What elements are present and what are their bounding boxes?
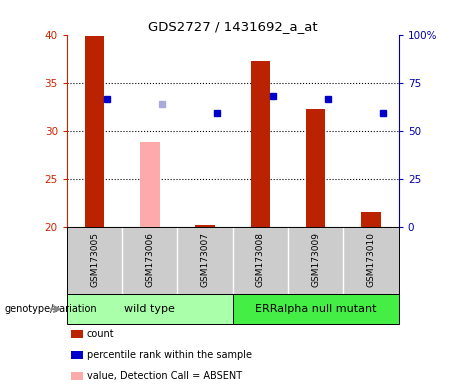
Text: GSM173008: GSM173008: [256, 232, 265, 287]
Text: GSM173007: GSM173007: [201, 232, 210, 287]
Text: GSM173006: GSM173006: [145, 232, 154, 287]
Bar: [361, 212, 381, 227]
Text: ERRalpha null mutant: ERRalpha null mutant: [255, 304, 377, 314]
Text: GSM173009: GSM173009: [311, 232, 320, 287]
Bar: [67, 294, 233, 324]
Bar: [195, 225, 215, 227]
Bar: [233, 294, 399, 324]
Text: value, Detection Call = ABSENT: value, Detection Call = ABSENT: [87, 371, 242, 381]
Text: percentile rank within the sample: percentile rank within the sample: [87, 350, 252, 360]
Bar: [251, 61, 270, 227]
Bar: [306, 109, 325, 227]
Text: wild type: wild type: [124, 304, 175, 314]
Text: count: count: [87, 329, 114, 339]
Bar: [85, 36, 104, 227]
Text: GSM173005: GSM173005: [90, 232, 99, 287]
Text: genotype/variation: genotype/variation: [5, 304, 97, 314]
Title: GDS2727 / 1431692_a_at: GDS2727 / 1431692_a_at: [148, 20, 318, 33]
Bar: [140, 142, 160, 227]
Text: GSM173010: GSM173010: [366, 232, 376, 287]
